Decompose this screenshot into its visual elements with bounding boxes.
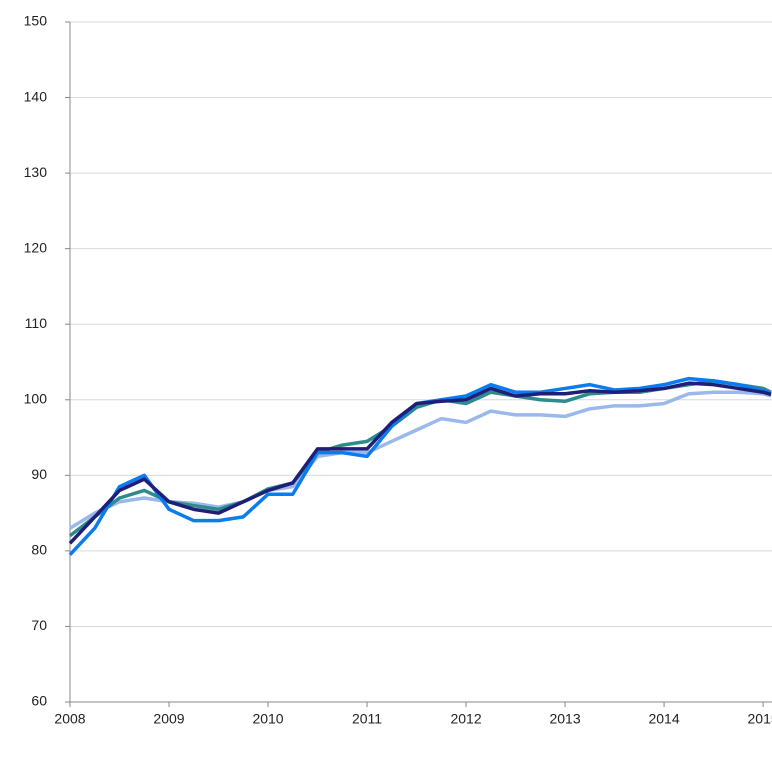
y-tick-label: 100 xyxy=(24,390,48,406)
y-tick-label: 130 xyxy=(24,164,48,180)
x-tick-label: 2011 xyxy=(352,711,382,727)
y-tick-label: 150 xyxy=(24,13,48,29)
y-tick-label: 110 xyxy=(25,315,48,331)
x-tick-label: 2008 xyxy=(54,711,85,727)
x-tick-label: 2010 xyxy=(252,711,283,727)
series-line xyxy=(68,381,772,545)
x-tick-label: 2015 xyxy=(748,711,772,727)
y-tick-label: 90 xyxy=(31,466,47,482)
y-tick-label: 140 xyxy=(24,88,48,104)
x-tick-label: 2013 xyxy=(549,711,580,727)
y-tick-label: 120 xyxy=(24,239,48,255)
series-line xyxy=(69,390,772,530)
y-tick-label: 60 xyxy=(31,693,47,709)
x-tick-label: 2014 xyxy=(648,711,679,727)
x-tick-label: 2012 xyxy=(450,711,481,727)
y-tick-label: 80 xyxy=(31,542,47,558)
x-tick-label: 2009 xyxy=(153,711,184,727)
y-tick-label: 70 xyxy=(31,617,47,633)
